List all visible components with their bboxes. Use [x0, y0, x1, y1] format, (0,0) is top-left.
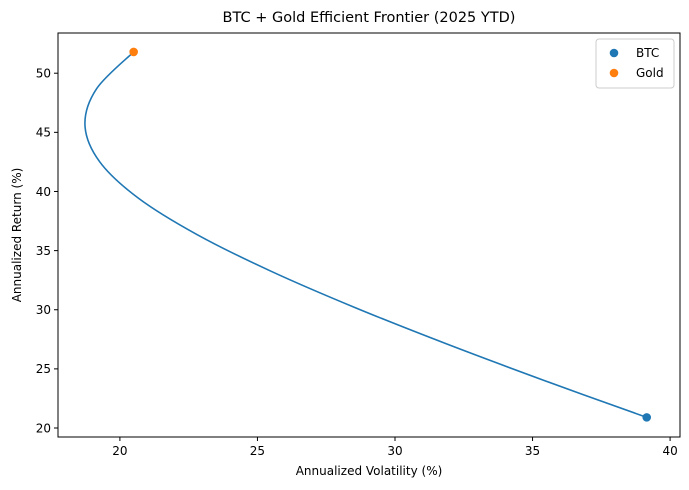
gold-point [129, 47, 138, 57]
series-layer [84, 47, 652, 422]
x-tick-label: 35 [525, 444, 540, 458]
frontier-line [84, 51, 647, 419]
btc-point [642, 413, 652, 422]
y-tick-label: 30 [36, 303, 51, 317]
y-tick-label: 25 [36, 362, 51, 376]
plot-area [57, 32, 681, 438]
y-tick-label: 35 [36, 244, 51, 258]
y-tick-label: 20 [36, 421, 51, 435]
legend-box [595, 38, 675, 89]
x-tick-label: 20 [112, 444, 127, 458]
y-tick-label: 45 [36, 126, 51, 140]
legend: BTC Gold [595, 38, 675, 89]
x-tick-label: 30 [387, 444, 402, 458]
x-axis: 20 25 30 35 40 [112, 437, 678, 458]
y-axis: 20 25 30 35 40 45 50 [36, 67, 58, 435]
btc-legend-marker [609, 48, 619, 58]
x-axis-label: Annualized Volatility (%) [296, 464, 443, 478]
y-axis-label: Annualized Return (%) [10, 168, 24, 303]
plot-background [58, 33, 680, 437]
x-tick-label: 40 [662, 444, 677, 458]
gold-legend-marker [609, 68, 619, 78]
gold-legend-label: Gold [636, 66, 664, 80]
axes-frame [57, 32, 681, 438]
y-tick-label: 50 [36, 67, 51, 81]
y-tick-label: 40 [36, 185, 51, 199]
btc-legend-label: BTC [636, 46, 659, 60]
chart-title: BTC + Gold Efficient Frontier (2025 YTD) [223, 10, 516, 26]
x-tick-label: 25 [250, 444, 265, 458]
